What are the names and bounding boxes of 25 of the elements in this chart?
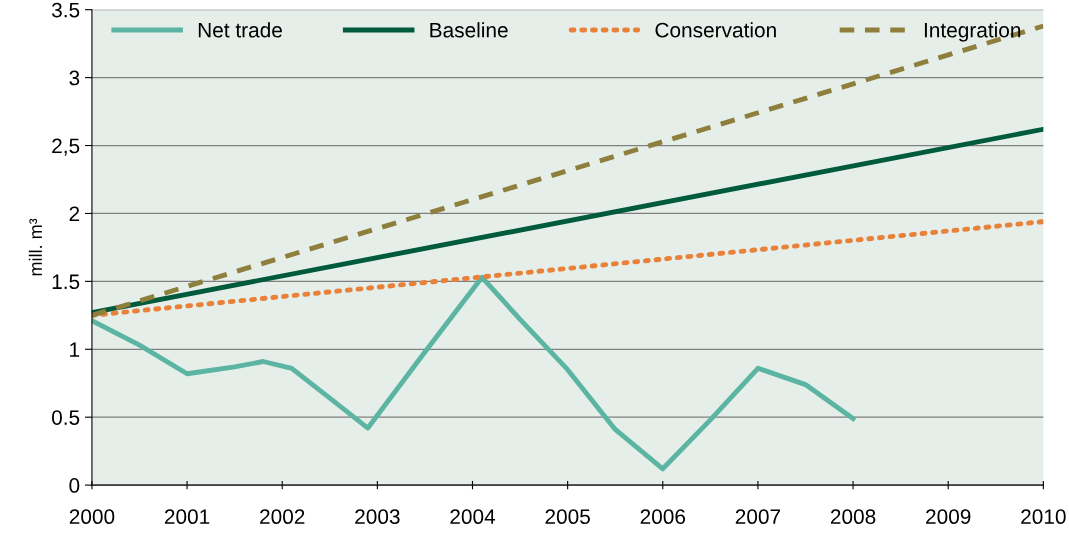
line-series xyxy=(91,274,856,472)
y-tick-label: 2 xyxy=(69,206,80,221)
y-axis-title: mill. m³ xyxy=(28,218,42,276)
y-tick-label: 0.5 xyxy=(51,410,80,425)
x-tick-label: 2006 xyxy=(640,509,686,525)
legend-label: Net trade xyxy=(198,22,282,38)
x-tick-label: 2001 xyxy=(164,509,210,525)
x-tick-label: 2005 xyxy=(545,509,590,525)
y-tick-label: 2,5 xyxy=(52,138,80,156)
x-tick-label: 2004 xyxy=(450,509,496,525)
y-tick-label: 1.5 xyxy=(52,274,80,290)
x-tick-label: 2000 xyxy=(69,509,115,525)
x-tick-label: 2009 xyxy=(926,509,971,525)
x-tick-label: 2008 xyxy=(830,509,876,525)
y-tick-label: 3 xyxy=(69,70,80,86)
x-tick-label: 2007 xyxy=(735,509,781,525)
legend-label: Conservation xyxy=(655,22,776,38)
y-tick-label: 1 xyxy=(70,342,80,357)
y-tick-label: 3.5 xyxy=(51,2,80,18)
x-tick-label: 2002 xyxy=(260,509,305,525)
y-tick-label: 0 xyxy=(69,478,80,493)
x-tick-label: 2003 xyxy=(355,509,400,525)
x-tick-label: 2010 xyxy=(1021,509,1066,525)
legend-label: Integration xyxy=(924,22,1021,42)
legend-label: Baseline xyxy=(430,22,508,38)
